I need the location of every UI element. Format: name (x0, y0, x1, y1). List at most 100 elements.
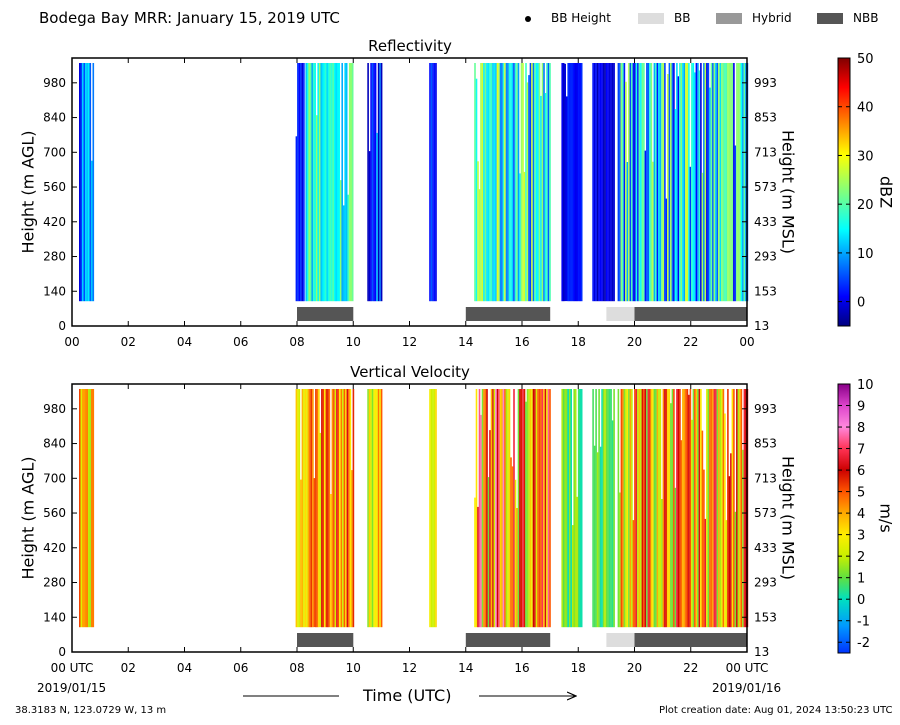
velocity-xtick-label: 14 (458, 661, 473, 675)
reflectivity-echo-stripe (661, 63, 663, 302)
velocity-echo-stripe (719, 389, 722, 628)
legend-label-nbb: NBB (853, 11, 879, 25)
velocity-colorbar-tick-label: 9 (857, 400, 865, 415)
velocity-echo-stripe (319, 432, 322, 628)
reflectivity-echo-stripe (677, 76, 680, 302)
reflectivity-echo-stripe (544, 93, 547, 302)
reflectivity-xtick-label: 08 (289, 335, 304, 349)
reflectivity-echo-stripe (734, 145, 737, 302)
reflectivity-echo-stripe (531, 63, 533, 302)
reflectivity-echo-stripe (318, 63, 321, 302)
velocity-echo-stripe (623, 389, 626, 628)
reflectivity-echo-stripe (641, 63, 644, 302)
velocity-echo-stripe (371, 389, 374, 628)
velocity-echo-stripe (728, 476, 731, 628)
velocity-echo-stripe (632, 520, 635, 628)
velocity-echo-stripe (653, 389, 656, 628)
velocity-echo-stripe (605, 389, 608, 628)
velocity-echo-stripe (725, 520, 728, 628)
reflectivity-echo-stripe (659, 63, 662, 302)
velocity-echo-stripe (483, 389, 485, 628)
reflectivity-echo-stripe (602, 63, 605, 302)
reflectivity-echo-stripe (475, 78, 478, 302)
velocity-echo-stripe (674, 487, 677, 628)
reflectivity-echo-stripe (540, 95, 542, 302)
reflectivity-echo-stripe (327, 63, 330, 302)
main-title: Bodega Bay MRR: January 15, 2019 UTC (39, 9, 340, 27)
velocity-echo-stripe (659, 389, 662, 628)
reflectivity-xtick-label: 00 (64, 335, 79, 349)
reflectivity-echo-stripe (377, 63, 380, 302)
velocity-echo-stripe (676, 389, 678, 628)
reflectivity-echo-stripe (622, 63, 624, 302)
velocity-ytick-label-left: 280 (43, 576, 66, 590)
reflectivity-echo-stripe (697, 63, 699, 302)
velocity-echo-stripe (704, 518, 707, 628)
velocity-colorbar-gradient (837, 383, 851, 654)
reflectivity-echo-stripe (680, 63, 683, 302)
reflectivity-echo-stripe (371, 63, 374, 302)
reflectivity-echo-stripe (370, 63, 372, 302)
reflectivity-echo-stripe (338, 63, 340, 302)
reflectivity-echo-stripe (725, 63, 728, 302)
velocity-echo-stripe (310, 389, 313, 628)
velocity-echo-stripe (543, 389, 545, 628)
reflectivity-echo-stripe (330, 63, 333, 302)
reflectivity-echo-stripe (88, 63, 90, 302)
velocity-ytick-label-right: 853 (754, 437, 777, 451)
velocity-echo-stripe (529, 389, 532, 628)
reflectivity-echo-stripe (698, 70, 701, 302)
reflectivity-echo-stripe (565, 96, 568, 302)
reflectivity-echo-stripe (573, 63, 575, 302)
reflectivity-ytick-label-left: 980 (43, 76, 66, 90)
reflectivity-echo-stripe (83, 63, 86, 302)
reflectivity-echo-stripe (625, 81, 627, 302)
reflectivity-echo-stripe (598, 63, 600, 302)
velocity-echo-stripe (322, 389, 325, 628)
reflectivity-echo-period (561, 63, 583, 302)
reflectivity-xtick-label: 22 (683, 335, 698, 349)
velocity-colorbar-tick-label: 3 (857, 529, 865, 544)
reflectivity-echo-stripe (374, 63, 377, 302)
velocity-echo-stripe (712, 389, 714, 628)
velocity-echo-stripe (625, 389, 627, 628)
velocity-echo-stripe (733, 389, 735, 628)
reflectivity-echo-stripe (549, 63, 551, 302)
reflectivity-echo-stripe (489, 63, 491, 302)
velocity-echo-stripe (547, 389, 550, 628)
velocity-xtick-label: 08 (289, 661, 304, 675)
reflectivity-echo-stripe (674, 109, 677, 302)
velocity-echo-stripe (631, 389, 633, 628)
velocity-echo-period (79, 389, 95, 628)
velocity-colorbar-tick-label: -2 (857, 636, 870, 651)
reflectivity-echo-stripe (546, 63, 548, 302)
reflectivity-echo-stripe (650, 63, 653, 302)
velocity-echo-stripe (535, 389, 538, 628)
reflectivity-echo-stripe (514, 63, 517, 302)
reflectivity-echo-stripe (629, 63, 632, 302)
reflectivity-echo-stripe (670, 63, 672, 302)
reflectivity-echo-stripe (295, 136, 298, 302)
reflectivity-echo-stripe (682, 63, 684, 302)
reflectivity-echo-period (305, 63, 354, 302)
reflectivity-colorbar-tick-label: 10 (857, 247, 874, 262)
reflectivity-echo-stripe (695, 63, 698, 302)
velocity-echo-stripe (579, 389, 581, 628)
velocity-echo-stripe (567, 389, 569, 628)
velocity-echo-stripe (367, 389, 369, 628)
velocity-colorbar-tick-label: 4 (857, 507, 865, 522)
reflectivity-xtick-label: 18 (571, 335, 586, 349)
reflectivity-echo-stripe (673, 63, 675, 302)
velocity-echo-stripe (346, 389, 349, 628)
velocity-echo-stripe (489, 430, 491, 628)
reflectivity-echo-stripe (736, 63, 738, 302)
velocity-echo-stripe (638, 389, 641, 628)
velocity-echo-stripe (508, 389, 511, 628)
reflectivity-echo-stripe (704, 63, 707, 302)
velocity-echo-stripe (487, 477, 490, 628)
velocity-echo-stripe (89, 389, 92, 628)
reflectivity-title: Reflectivity (368, 37, 452, 55)
velocity-echo-stripe (528, 389, 530, 628)
velocity-echo-stripe (562, 389, 565, 628)
velocity-echo-stripe (532, 389, 535, 628)
